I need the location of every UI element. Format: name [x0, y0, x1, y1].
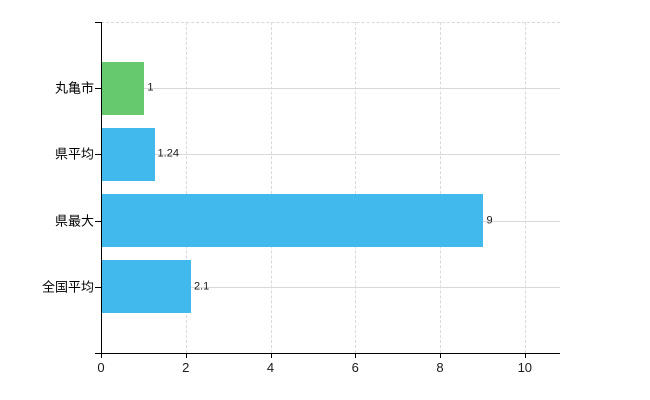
vertical-gridline: [270, 22, 272, 353]
bar: [102, 260, 191, 314]
vertical-gridline: [355, 22, 357, 353]
category-label: 丸亀市: [54, 80, 94, 96]
bar: [102, 61, 145, 115]
x-tick-label: 0: [97, 360, 105, 375]
horizontal-gridline: [101, 154, 560, 156]
category-label: 県最大: [54, 213, 94, 229]
category-tick: [95, 286, 101, 288]
x-axis-tick: [270, 353, 272, 358]
y-axis-top-tick: [95, 22, 101, 23]
bar: [102, 127, 155, 181]
x-axis-line: [95, 353, 560, 354]
x-axis-tick: [355, 353, 357, 358]
category-label: 全国平均: [41, 279, 94, 295]
bar-value-label: 2.1: [194, 280, 210, 293]
x-tick-label: 8: [436, 360, 444, 375]
vertical-gridline: [440, 22, 442, 353]
bar-value-label: 1: [147, 81, 154, 94]
category-tick: [95, 220, 101, 222]
x-tick-label: 4: [266, 360, 275, 375]
horizontal-gridline: [101, 88, 560, 90]
x-axis-tick: [440, 353, 442, 358]
x-axis-tick: [101, 353, 102, 358]
x-tick-label: 10: [517, 360, 533, 375]
x-axis-tick: [524, 353, 526, 358]
y-axis-line: [101, 22, 102, 353]
vertical-gridline: [524, 22, 526, 353]
bar-value-label: 9: [486, 214, 493, 227]
category-tick: [95, 88, 101, 90]
bar-value-label: 1.24: [157, 147, 179, 160]
category-tick: [95, 154, 101, 156]
plot-top-border: [101, 22, 560, 23]
category-label: 県平均: [54, 146, 94, 162]
x-tick-label: 6: [351, 360, 359, 375]
x-tick-label: 2: [182, 360, 190, 375]
horizontal-gridline: [101, 286, 560, 288]
x-axis-tick: [185, 353, 187, 358]
bar: [102, 194, 484, 248]
vertical-gridline: [185, 22, 187, 353]
